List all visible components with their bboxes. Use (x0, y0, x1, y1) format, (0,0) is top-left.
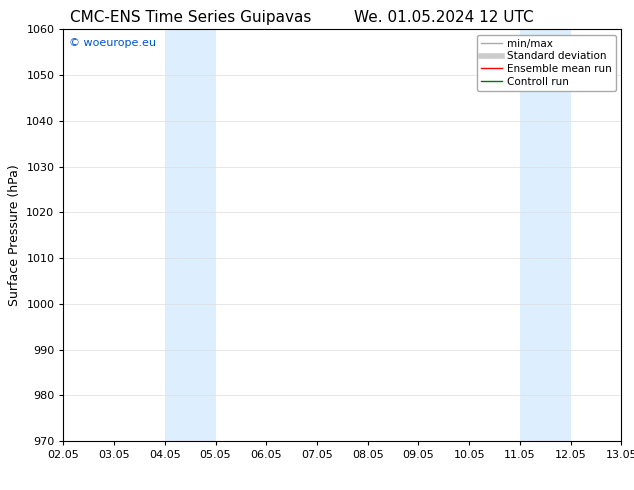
Text: CMC-ENS Time Series Guipavas: CMC-ENS Time Series Guipavas (70, 10, 311, 25)
Y-axis label: Surface Pressure (hPa): Surface Pressure (hPa) (8, 164, 21, 306)
Legend: min/max, Standard deviation, Ensemble mean run, Controll run: min/max, Standard deviation, Ensemble me… (477, 35, 616, 91)
Bar (165, 29, 216, 441)
Bar (520, 29, 571, 441)
Text: We. 01.05.2024 12 UTC: We. 01.05.2024 12 UTC (354, 10, 534, 25)
Text: © woeurope.eu: © woeurope.eu (69, 38, 156, 48)
